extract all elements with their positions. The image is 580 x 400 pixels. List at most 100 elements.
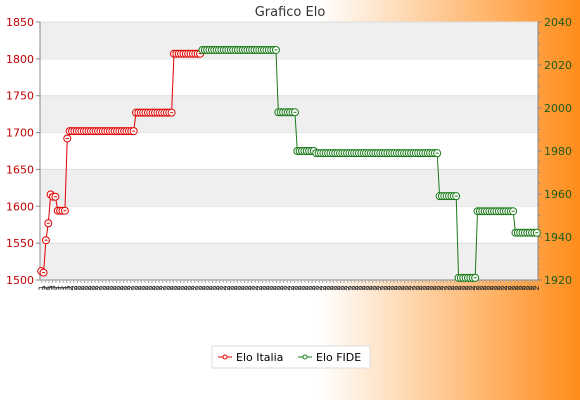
legend-label: Elo FIDE <box>316 351 361 364</box>
x-tick-label: 2 <box>450 285 460 291</box>
x-tick-label: 2 <box>84 285 94 291</box>
x-tick-label: 2 <box>77 285 87 291</box>
series-elo-fide <box>198 45 541 282</box>
series-elo-italia <box>37 49 205 277</box>
x-tick-label: 2 <box>529 285 539 291</box>
x-tick-label: 2 <box>152 285 162 291</box>
x-tick-label: 2 <box>404 285 414 291</box>
x-tick-label: 2 <box>273 285 283 291</box>
x-tick-label: 2 <box>212 285 222 291</box>
x-tick-label: 2 <box>429 285 439 291</box>
x-tick-label: 2 <box>372 285 382 291</box>
legend-label: Elo Italia <box>236 351 283 364</box>
x-tick-label: 2 <box>137 285 147 291</box>
x-tick-label: 1 <box>56 285 66 291</box>
x-tick-label: 1 <box>59 285 69 291</box>
x-tick-label: 2 <box>440 285 450 291</box>
x-tick-label: 2 <box>262 285 272 291</box>
x-tick-label: 2 <box>326 285 336 291</box>
legend-box <box>211 345 371 369</box>
x-tick-label: 2 <box>233 285 243 291</box>
x-tick-label: 2 <box>223 285 233 291</box>
y-left-tick-label: 1600 <box>6 200 34 213</box>
x-tick-label: 2 <box>465 285 475 291</box>
x-tick-label: 2 <box>169 285 179 291</box>
x-tick-label: 1 <box>38 285 48 291</box>
x-tick-label: 2 <box>354 285 364 291</box>
x-tick-label: 2 <box>297 285 307 291</box>
x-tick-label: 2 <box>109 285 119 291</box>
x-tick-label: 2 <box>187 285 197 291</box>
x-tick-label: 2 <box>411 285 421 291</box>
x-tick-label: 2 <box>88 285 98 291</box>
x-tick-label: 2 <box>244 285 254 291</box>
x-tick-label: 2 <box>216 285 226 291</box>
x-tick-label: 2 <box>333 285 343 291</box>
series-layer <box>37 45 541 282</box>
x-tick-label: 2 <box>532 285 542 291</box>
x-tick-label: 2 <box>312 285 322 291</box>
y-left-tick-label: 1850 <box>6 16 34 29</box>
grid-band <box>40 169 538 207</box>
y-right-tick-label: 1980 <box>544 145 572 158</box>
x-tick-label: 2 <box>258 285 268 291</box>
x-tick-label: 2 <box>287 285 297 291</box>
x-tick-label: 2 <box>209 285 219 291</box>
x-tick-label: 2 <box>479 285 489 291</box>
x-tick-label: 2 <box>376 285 386 291</box>
x-tick-label: 2 <box>386 285 396 291</box>
x-tick-label: 2 <box>105 285 115 291</box>
y-left-tick-label: 1800 <box>6 53 34 66</box>
y-left-tick-label: 1650 <box>6 163 34 176</box>
y-right-tick-label: 1960 <box>544 188 572 201</box>
x-tick-label: 2 <box>518 285 528 291</box>
x-tick-label: 2 <box>198 285 208 291</box>
x-tick-label: 2 <box>41 285 51 291</box>
x-tick-label: 2 <box>482 285 492 291</box>
x-tick-label: 1 <box>45 285 55 291</box>
x-tick-label: 2 <box>458 285 468 291</box>
x-tick-label: 2 <box>401 285 411 291</box>
x-tick-label: 2 <box>184 285 194 291</box>
legend-swatch-marker <box>222 354 228 360</box>
x-tick-label: 2 <box>191 285 201 291</box>
x-tick-label: 2 <box>265 285 275 291</box>
plot-frame <box>39 21 539 281</box>
x-tick-label: 2 <box>490 285 500 291</box>
x-tick-label: 2 <box>148 285 158 291</box>
x-tick-label: 2 <box>433 285 443 291</box>
grid-layer <box>40 21 538 280</box>
axis-layer: 1500 1550 1600 1650 1700 1750 1800 1850 1920 1940… <box>6 16 572 291</box>
x-tick-label: 2 <box>127 285 137 291</box>
x-tick-label: 2 <box>230 285 240 291</box>
x-tick-label: 2 <box>426 285 436 291</box>
x-tick-label: 2 <box>95 285 105 291</box>
x-tick-label: 2 <box>226 285 236 291</box>
x-tick-label: 2 <box>123 285 133 291</box>
x-tick-label: 2 <box>365 285 375 291</box>
x-tick-label: 2 <box>91 285 101 291</box>
x-tick-label: 2 <box>159 285 169 291</box>
x-tick-label: 2 <box>475 285 485 291</box>
y-right-tick-label: 2040 <box>544 16 572 29</box>
x-tick-label: 2 <box>319 285 329 291</box>
x-tick-label: 2 <box>269 285 279 291</box>
x-tick-label: 2 <box>358 285 368 291</box>
x-tick-label: 2 <box>497 285 507 291</box>
x-tick-label: 2 <box>422 285 432 291</box>
x-tick-label: 2 <box>493 285 503 291</box>
x-tick-label: 2 <box>418 285 428 291</box>
y-right-tick-label: 2020 <box>544 59 572 72</box>
x-tick-label: 2 <box>447 285 457 291</box>
x-tick-label: 2 <box>112 285 122 291</box>
x-tick-label: 2 <box>116 285 126 291</box>
x-tick-label: 2 <box>351 285 361 291</box>
x-tick-label: 2 <box>98 285 108 291</box>
x-tick-label: 2 <box>443 285 453 291</box>
x-tick-label: 2 <box>344 285 354 291</box>
grid-band <box>40 243 538 280</box>
y-left-tick-label: 1500 <box>6 274 34 287</box>
x-tick-label: 2 <box>461 285 471 291</box>
x-tick-label: 2 <box>173 285 183 291</box>
